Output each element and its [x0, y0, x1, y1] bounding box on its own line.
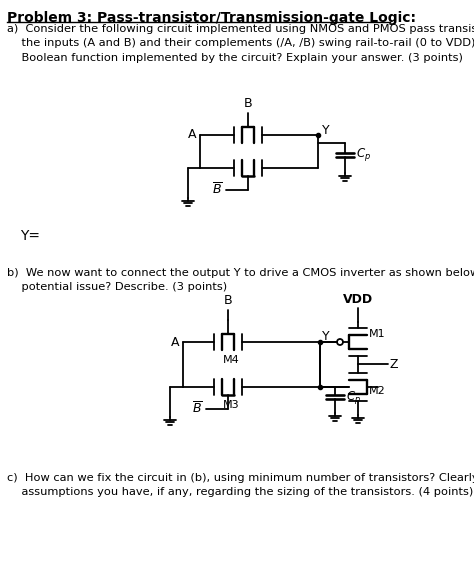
- Text: Z: Z: [390, 358, 399, 371]
- Text: M1: M1: [369, 329, 386, 339]
- Text: M4: M4: [223, 355, 239, 365]
- Text: B: B: [224, 294, 232, 307]
- Text: Y: Y: [322, 331, 329, 343]
- Text: b)  We now want to connect the output Y to drive a CMOS inverter as shown below.: b) We now want to connect the output Y t…: [7, 268, 474, 292]
- Text: $\overline{B}$: $\overline{B}$: [212, 182, 223, 198]
- Text: B: B: [244, 97, 252, 110]
- Text: M3: M3: [223, 400, 239, 410]
- Text: A: A: [188, 128, 196, 142]
- Text: Problem 3: Pass-transistor/Transmission-gate Logic:: Problem 3: Pass-transistor/Transmission-…: [7, 11, 416, 25]
- Text: VDD: VDD: [343, 293, 373, 306]
- Text: $C_p$: $C_p$: [356, 147, 371, 163]
- Text: $\overline{B}$: $\overline{B}$: [192, 401, 203, 417]
- Text: a)  Consider the following circuit implemented using NMOS and PMOS pass transist: a) Consider the following circuit implem…: [7, 24, 474, 63]
- Text: c)  How can we fix the circuit in (b), using minimum number of transistors? Clea: c) How can we fix the circuit in (b), us…: [7, 473, 474, 497]
- Text: M2: M2: [369, 386, 386, 396]
- Text: $C_p$: $C_p$: [346, 388, 361, 406]
- Text: A: A: [171, 336, 179, 348]
- Text: Y: Y: [322, 124, 329, 138]
- Text: Y=: Y=: [20, 229, 40, 243]
